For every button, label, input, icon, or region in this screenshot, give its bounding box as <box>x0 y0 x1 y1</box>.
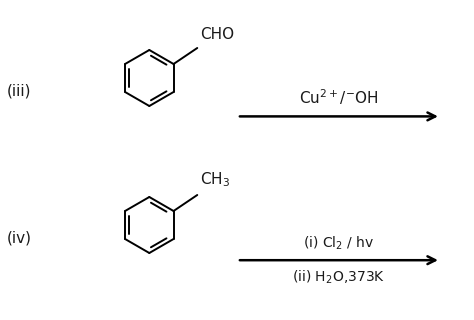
Text: Cu$^{2+}$/$\mathregular{^{-}}$OH: Cu$^{2+}$/$\mathregular{^{-}}$OH <box>299 87 379 107</box>
Text: CHO: CHO <box>200 27 234 42</box>
Text: (i) Cl$_2$ / hv: (i) Cl$_2$ / hv <box>303 235 374 252</box>
Text: (iv): (iv) <box>7 230 31 245</box>
Text: (iii): (iii) <box>7 83 31 98</box>
Text: CH$_3$: CH$_3$ <box>200 170 230 188</box>
Text: (ii) H$_2$O,373K: (ii) H$_2$O,373K <box>292 268 385 285</box>
